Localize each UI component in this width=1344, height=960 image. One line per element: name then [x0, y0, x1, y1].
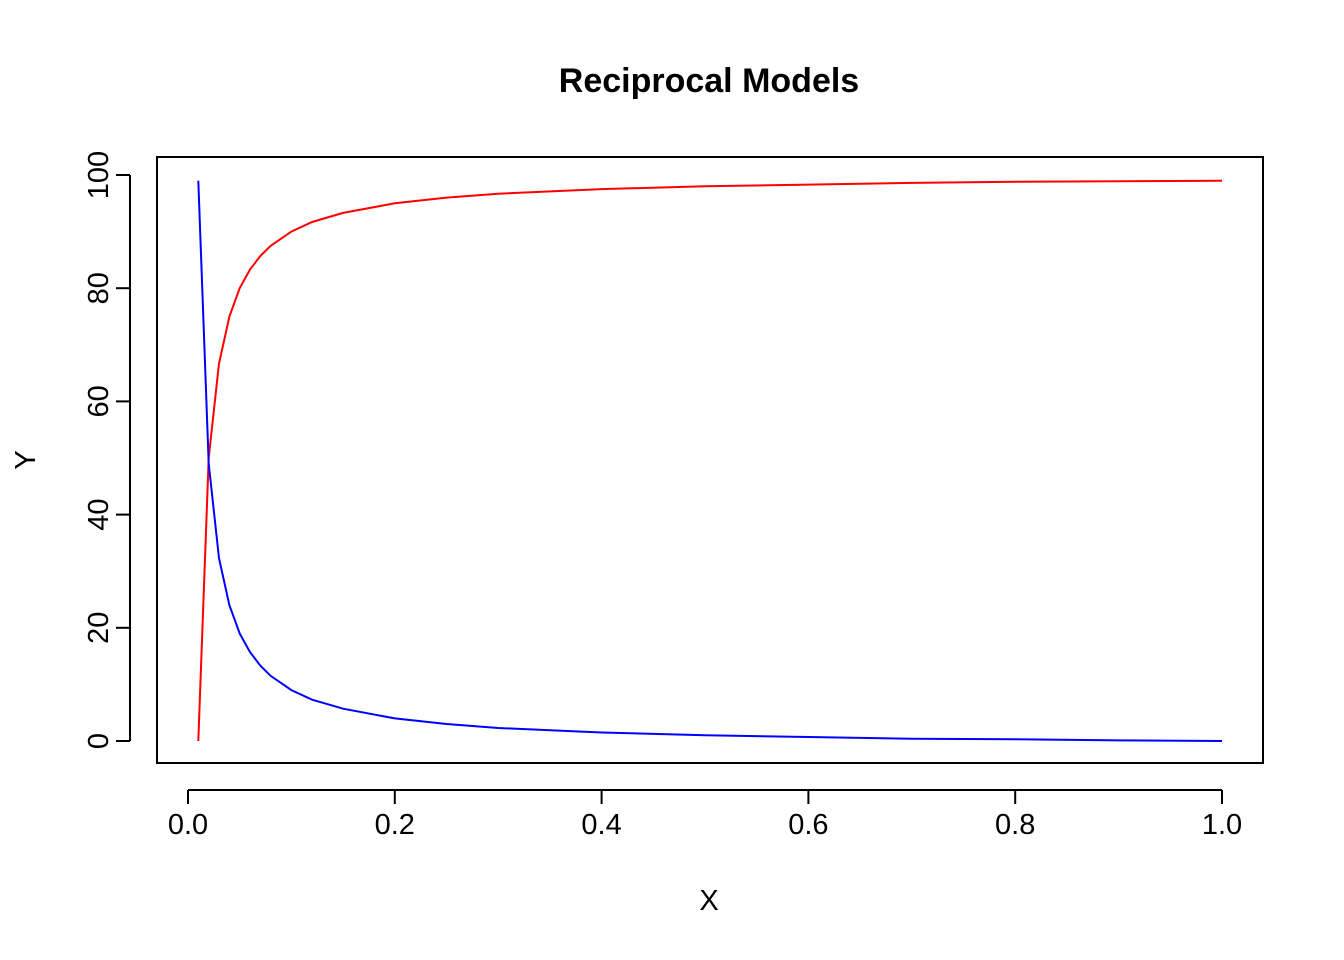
y-axis: 0 20 40 60 80 100 [83, 151, 131, 749]
chart-title: Reciprocal Models [559, 62, 859, 100]
y-tick-label: 100 [83, 151, 115, 199]
y-tick-label: 80 [83, 272, 115, 304]
x-axis-label: X [699, 885, 718, 917]
y-tick-label: 0 [83, 733, 115, 749]
plot-frame [156, 156, 1264, 764]
y-tick-label: 40 [83, 498, 115, 530]
y-axis-label: Y [10, 450, 42, 469]
x-tick-label: 0.4 [581, 809, 621, 841]
x-axis: 0.0 0.2 0.4 0.6 0.8 1.0 [168, 789, 1242, 841]
series-line-1 [197, 179, 1223, 742]
x-tick-label: 0.0 [168, 809, 208, 841]
x-tick-label: 1.0 [1202, 809, 1242, 841]
x-tick-label: 0.6 [788, 809, 828, 841]
x-tick-label: 0.8 [995, 809, 1035, 841]
y-tick-label: 20 [83, 612, 115, 644]
x-tick-label: 0.2 [375, 809, 415, 841]
y-tick-label: 60 [83, 385, 115, 417]
series-layer [197, 179, 1223, 742]
series-line-2 [197, 180, 1223, 742]
